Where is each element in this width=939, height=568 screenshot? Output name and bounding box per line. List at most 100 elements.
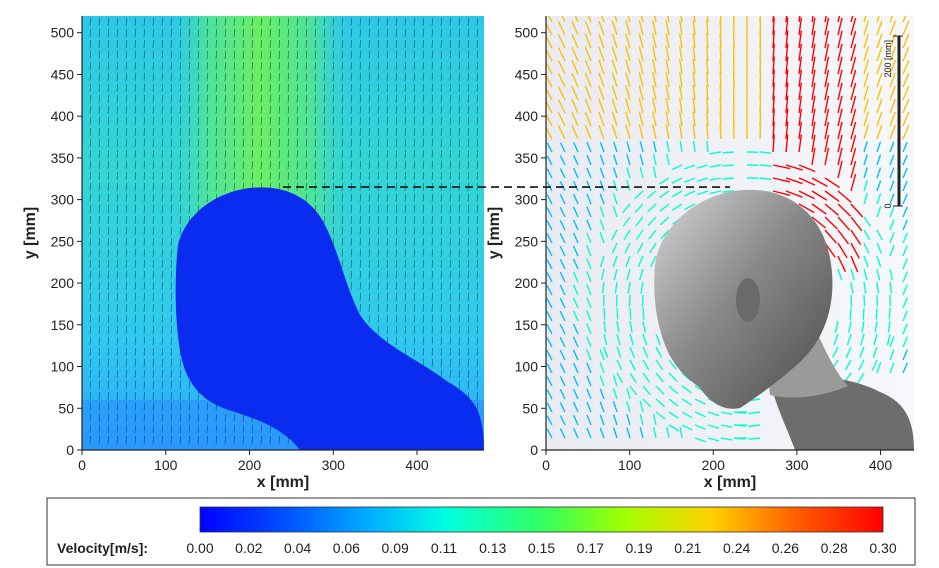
- left-vector: [143, 226, 145, 236]
- left-vector: [116, 138, 118, 148]
- right-vector: [857, 372, 865, 384]
- right-vector: [614, 281, 618, 294]
- left-vector: [206, 127, 208, 137]
- left-vector: [269, 28, 271, 38]
- right-vector: [546, 324, 553, 335]
- left-vector: [332, 39, 334, 49]
- right-vector: [863, 85, 870, 101]
- left-vector: [125, 50, 127, 60]
- right-vector: [850, 134, 857, 153]
- right-vector: [759, 110, 762, 127]
- left-vector: [377, 127, 379, 137]
- left-vector: [161, 83, 163, 93]
- left-vector: [440, 138, 442, 148]
- left-vector: [332, 116, 334, 126]
- left-vector: [116, 72, 118, 82]
- left-vector: [89, 237, 91, 247]
- left-vector: [161, 160, 163, 170]
- left-vector: [260, 72, 262, 82]
- left-vector: [476, 248, 478, 258]
- right-vector: [627, 281, 631, 294]
- right-vector: [668, 398, 679, 407]
- right-vector: [876, 268, 881, 281]
- left-vector: [152, 325, 154, 335]
- right-vector: [611, 72, 618, 88]
- left-vector: [89, 50, 91, 60]
- left-vector: [287, 160, 289, 170]
- left-vector: [242, 61, 244, 71]
- right-vector: [559, 181, 566, 192]
- left-vector: [260, 138, 262, 148]
- right-vector: [611, 33, 618, 49]
- left-vector: [107, 50, 109, 60]
- left-vector: [404, 50, 406, 60]
- left-vector: [152, 105, 154, 115]
- left-vector: [305, 160, 307, 170]
- right-vector: [837, 43, 843, 62]
- left-vector: [197, 435, 199, 445]
- left-vector: [332, 182, 334, 192]
- left-vector: [449, 50, 451, 60]
- left-vector: [98, 248, 100, 258]
- left-vector: [89, 61, 91, 71]
- right-vector: [889, 98, 896, 114]
- right-vector: [625, 255, 631, 268]
- left-vector: [179, 50, 181, 60]
- left-vector: [197, 72, 199, 82]
- left-vector: [404, 171, 406, 181]
- left-vector: [323, 105, 325, 115]
- right-vector: [603, 346, 609, 358]
- right-vector: [889, 111, 896, 127]
- right-vector: [655, 372, 664, 383]
- left-vector: [350, 259, 352, 269]
- left-vector: [341, 259, 343, 269]
- left-vector: [161, 61, 163, 71]
- left-vector: [260, 435, 262, 445]
- left-vector: [143, 204, 145, 214]
- left-vector: [359, 204, 361, 214]
- left-vector: [458, 259, 460, 269]
- right-vector: [616, 333, 621, 346]
- right-vector: [850, 17, 857, 36]
- left-vector: [224, 149, 226, 159]
- right-vector: [586, 336, 592, 348]
- right-vector: [902, 362, 908, 374]
- left-vector: [188, 380, 190, 390]
- left-vector: [224, 39, 226, 49]
- left-vector: [98, 380, 100, 390]
- left-vector: [89, 270, 91, 280]
- right-vector: [546, 363, 553, 374]
- right-vector: [586, 401, 592, 413]
- left-vector: [107, 171, 109, 181]
- right-vector: [598, 98, 605, 114]
- right-vector: [642, 372, 651, 383]
- left-y-tick-label: 0: [66, 442, 74, 458]
- left-vector: [422, 336, 424, 346]
- left-vector: [350, 39, 352, 49]
- left-vector: [89, 28, 91, 38]
- left-vector: [197, 204, 199, 214]
- right-vector: [720, 424, 733, 428]
- left-vector: [98, 391, 100, 401]
- left-vector: [476, 314, 478, 324]
- left-vector: [431, 248, 433, 258]
- left-vector: [107, 435, 109, 445]
- left-vector: [170, 105, 172, 115]
- right-vector: [652, 20, 657, 36]
- right-vector: [559, 323, 566, 335]
- left-vector: [359, 193, 361, 203]
- left-vector: [269, 17, 271, 27]
- right-vector: [559, 232, 566, 244]
- right-vector: [598, 20, 605, 36]
- left-vector: [413, 39, 415, 49]
- right-vector: [863, 111, 870, 127]
- left-vector: [341, 28, 343, 38]
- left-vector: [152, 402, 154, 412]
- left-vector: [422, 39, 424, 49]
- left-vector: [179, 61, 181, 71]
- right-vector: [798, 17, 803, 36]
- right-vector: [720, 411, 733, 416]
- right-vector: [837, 203, 852, 217]
- left-vector: [143, 314, 145, 324]
- left-vector: [98, 138, 100, 148]
